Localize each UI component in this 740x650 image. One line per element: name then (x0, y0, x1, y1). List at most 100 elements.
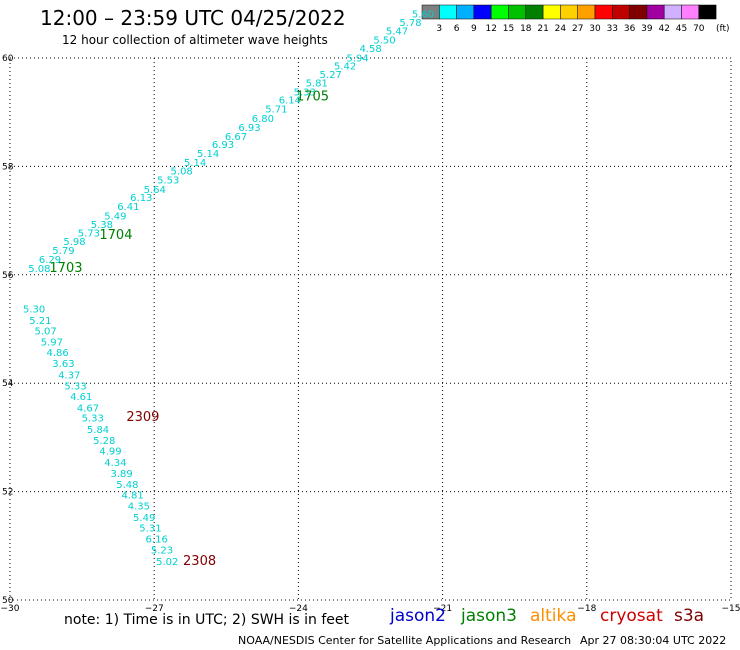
x-tick-label: −27 (145, 604, 164, 614)
legend-swatch (594, 4, 613, 20)
wave-height-point: 5.42 (334, 61, 356, 72)
wave-height-point: 5.30 (23, 305, 45, 316)
y-tick-label: 60 (2, 54, 14, 64)
y-tick-label: 50 (2, 596, 14, 606)
x-tick-label: −30 (1, 604, 20, 614)
legend-swatch (629, 4, 648, 20)
legend-bin-label: 36 (624, 24, 636, 34)
legend-swatch (456, 4, 475, 20)
wave-height-point: 5.28 (93, 436, 115, 447)
pass-time-label: 2308 (183, 554, 216, 569)
legend-swatch (508, 4, 527, 20)
legend-bin-label: 33 (607, 24, 618, 34)
legend-swatch (490, 4, 509, 20)
mission-cryosat: cryosat (600, 606, 663, 626)
wave-height-point: 6.14 (279, 96, 301, 107)
legend-swatch (663, 4, 682, 20)
legend-swatch (525, 4, 544, 20)
wave-height-point: 4.86 (47, 348, 69, 359)
wave-height-point: 5.73 (78, 228, 100, 239)
mission-jason3: jason3 (461, 606, 517, 626)
legend-bin-label: 12 (485, 24, 496, 34)
x-tick-label: −24 (289, 604, 308, 614)
wave-height-point: 5.64 (144, 185, 166, 196)
wave-height-point: 4.34 (104, 458, 126, 469)
wave-height-point: 3.63 (52, 359, 74, 370)
legend-bin-label: 6 (454, 24, 460, 34)
wave-height-point: 5.33 (64, 382, 86, 393)
legend-bin-label: 21 (537, 24, 548, 34)
legend-swatch (560, 4, 578, 20)
wave-height-point: 5.53 (157, 176, 179, 187)
y-tick-label: 56 (2, 271, 14, 281)
wave-height-point: 5.33 (294, 87, 316, 98)
wave-height-point: 5.38 (91, 220, 113, 231)
wave-height-point: 6.93 (238, 123, 260, 134)
wave-height-point: 5.47 (386, 27, 408, 38)
legend-bin-label: 42 (658, 24, 669, 34)
chart-subtitle: 12 hour collection of altimeter wave hei… (62, 33, 328, 47)
wave-height-point: 5.98 (63, 237, 85, 248)
credit-date: Apr 27 08:30:04 UTC 2022 (580, 634, 727, 647)
wave-height-point: 6.13 (130, 193, 152, 204)
wave-height-point: 6.16 (146, 535, 168, 546)
legend-bin-label: 70 (693, 24, 705, 34)
pass-time-label: 1703 (49, 261, 82, 276)
wave-height-point: 5.31 (139, 524, 161, 535)
legend-swatch (698, 4, 717, 20)
wave-height-point: 4.99 (99, 447, 121, 458)
y-tick-label: 58 (2, 162, 14, 172)
wave-height-point: 5.60 (412, 9, 434, 20)
note-text: note: 1) Time is in UTC; 2) SWH is in fe… (64, 612, 350, 628)
wave-height-point: 4.37 (58, 370, 80, 381)
legend-bin-label: 27 (572, 24, 583, 34)
wave-height-point: 5.78 (399, 18, 421, 29)
wave-height-point: 5.50 (373, 35, 395, 46)
y-tick-label: 52 (2, 488, 13, 498)
pass-time-label: 1705 (296, 89, 329, 104)
mission-jason2: jason2 (390, 606, 446, 626)
legend-swatch (646, 4, 665, 20)
wave-height-point: 4.61 (70, 392, 92, 403)
wave-height-point: 5.94 (346, 53, 368, 64)
wave-height-point: 5.08 (28, 264, 50, 275)
wave-height-point: 4.67 (77, 403, 99, 414)
wave-height-point: 5.07 (35, 326, 57, 337)
pass-time-label: 1704 (99, 228, 132, 243)
wave-height-point: 5.21 (29, 316, 51, 327)
legend-bin-label: 15 (503, 24, 514, 34)
chart-title: 12:00 – 23:59 UTC 04/25/2022 (40, 6, 346, 30)
legend-swatch (612, 4, 630, 20)
wave-height-point: 5.79 (52, 246, 74, 257)
wave-height-point: 6.93 (212, 140, 234, 151)
wave-height-point: 5.48 (116, 480, 138, 491)
wave-height-point: 6.29 (39, 255, 61, 266)
legend-swatch (439, 4, 457, 20)
pass-time-label: 2309 (126, 410, 159, 425)
wave-height-point: 5.97 (41, 337, 63, 348)
wave-height-point: 5.71 (265, 105, 287, 116)
legend-swatch (473, 4, 492, 20)
wave-height-point: 5.02 (156, 557, 178, 568)
wave-height-point: 5.23 (151, 545, 173, 556)
wave-height-point: 4.81 (122, 491, 144, 502)
legend-bin-label: 24 (555, 24, 567, 34)
legend-bin-label: 18 (520, 24, 532, 34)
wave-height-point: 5.33 (82, 414, 104, 425)
wave-height-point: 4.35 (128, 501, 150, 512)
credit-text: NOAA/NESDIS Center for Satellite Applica… (238, 634, 572, 647)
legend-bin-label: 3 (436, 24, 442, 34)
x-tick-label: −15 (722, 604, 740, 614)
wave-height-point: 5.14 (197, 149, 219, 160)
x-tick-label: −21 (433, 604, 452, 614)
legend-swatch (681, 4, 700, 20)
legend-bin-label: 9 (471, 24, 477, 34)
legend-swatch (577, 4, 596, 20)
legend-swatch (542, 4, 561, 20)
wave-height-point: 5.81 (306, 79, 328, 90)
legend-bin-label: 30 (589, 24, 601, 34)
wave-height-point: 6.80 (252, 114, 274, 125)
legend-bin-label: 39 (641, 24, 653, 34)
wave-height-point: 5.84 (87, 425, 109, 436)
